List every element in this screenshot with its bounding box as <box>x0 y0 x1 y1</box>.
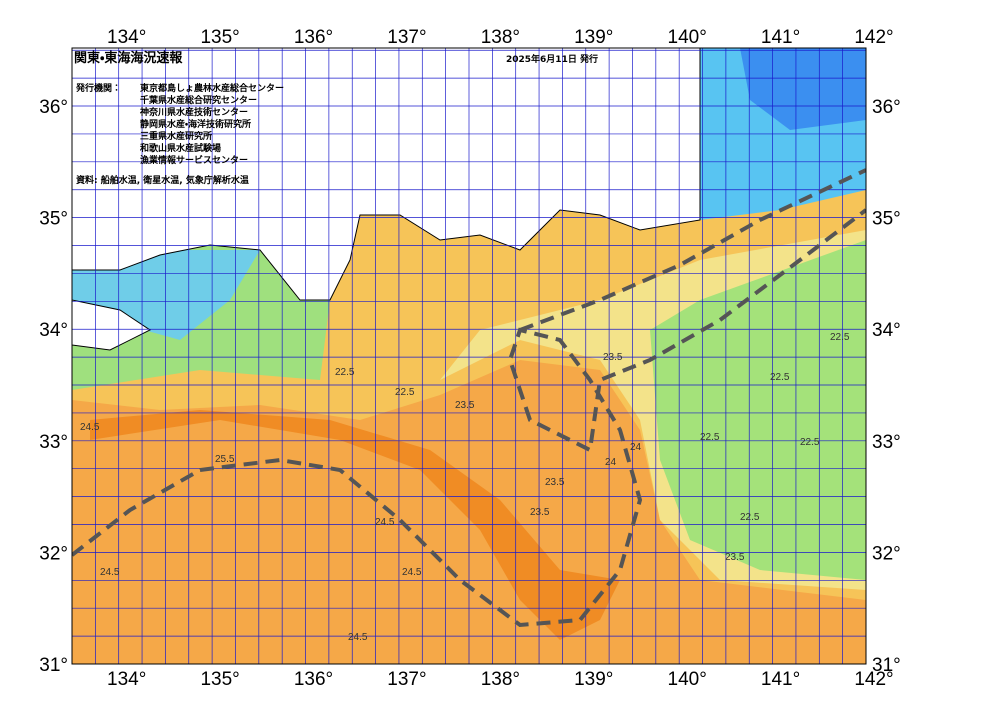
legend-backdrop <box>72 48 340 175</box>
latitude-label: 31° <box>872 655 901 676</box>
contour-label: 22.5 <box>830 332 850 343</box>
longitude-label: 141° <box>761 669 800 690</box>
longitude-label: 138° <box>481 27 520 48</box>
latitude-label: 33° <box>872 432 901 453</box>
contour-label: 22.5 <box>770 372 790 383</box>
credits-heading: 発行機関： <box>75 82 121 94</box>
latitude-label: 35° <box>39 209 68 230</box>
organization: 神奈川県水産技術センター <box>139 106 248 118</box>
contour-label: 22.5 <box>740 512 760 523</box>
longitude-label: 138° <box>481 669 520 690</box>
contour-label: 23.5 <box>530 507 550 518</box>
longitude-label: 135° <box>200 669 239 690</box>
longitude-label: 135° <box>200 27 239 48</box>
map-area: 24.5 25.5 24.5 24.5 24.5 24.5 23.5 23.5 22.5 22.5… <box>72 48 866 664</box>
contour-label: 24.5 <box>348 632 368 643</box>
contour-label: 24.5 <box>402 567 422 578</box>
organization: 三重県水産研究所 <box>140 130 212 142</box>
contour-label: 23.5 <box>725 552 745 563</box>
organization: 東京都島しょ農林水産総合センター <box>140 82 284 94</box>
latitude-label: 32° <box>872 543 901 564</box>
latitude-label: 34° <box>39 320 68 341</box>
longitude-label: 139° <box>574 27 613 48</box>
graticule <box>72 48 866 664</box>
contour-label: 23.5 <box>603 352 623 363</box>
contour-labels: 24.5 25.5 24.5 24.5 24.5 24.5 23.5 23.5 22.5 22.5… <box>80 332 850 643</box>
land <box>72 299 151 351</box>
latitude-label: 35° <box>872 209 901 230</box>
contour-label: 24.5 <box>100 567 120 578</box>
axes: 134° 134° 135° 135° 136° 136° 137° 137° 138° 138°… <box>39 27 900 690</box>
contour-label: 22.5 <box>335 367 355 378</box>
contour-label: 24 <box>630 442 642 453</box>
date: 2025年6月11日 発行 <box>506 53 598 65</box>
contour-label: 23.5 <box>455 400 475 411</box>
longitude-label: 142° <box>854 27 893 48</box>
contour-label: 24.5 <box>375 517 395 528</box>
latitude-label: 36° <box>39 97 68 118</box>
longitude-label: 137° <box>387 27 426 48</box>
latitude-label: 36° <box>872 97 901 118</box>
latitude-label: 32° <box>39 543 68 564</box>
organization: 静岡県水産・海洋技術研究所 <box>140 118 251 130</box>
longitude-label: 134° <box>107 27 146 48</box>
contour-label: 23.5 <box>545 477 565 488</box>
latitude-label: 34° <box>872 320 901 341</box>
contour-label: 22.5 <box>700 432 720 443</box>
title: 関東・東海海況速報 <box>74 50 183 66</box>
latitude-label: 33° <box>39 432 68 453</box>
longitude-label: 136° <box>294 27 333 48</box>
organization: 和歌山県水産試験場 <box>139 142 221 154</box>
contour-label: 24.5 <box>80 422 100 433</box>
current-axis <box>519 168 866 332</box>
latitude-label: 31° <box>39 655 68 676</box>
cold-water <box>740 48 866 130</box>
water-zone <box>650 240 866 580</box>
contour-label: 22.5 <box>395 387 415 398</box>
map-frame <box>71 47 867 665</box>
contour-label: 24 <box>605 457 617 468</box>
warm-core <box>90 410 620 640</box>
contour-label: 25.5 <box>215 454 235 465</box>
longitude-label: 139° <box>574 669 613 690</box>
contour-label: 22.5 <box>800 437 820 448</box>
longitude-label: 140° <box>668 27 707 48</box>
longitude-label: 141° <box>761 27 800 48</box>
source: 資料: 船舶水温, 衛星水温, 気象庁解析水温 <box>76 174 249 186</box>
longitude-label: 137° <box>387 669 426 690</box>
longitude-label: 134° <box>107 669 146 690</box>
current-axis <box>72 208 866 628</box>
longitude-label: 136° <box>294 669 333 690</box>
organizations: 東京都島しょ農林水産総合センター千葉県水産総合研究センター神奈川県水産技術センタ… <box>139 82 284 166</box>
longitude-label: 142° <box>854 669 893 690</box>
organization: 千葉県水産総合研究センター <box>140 94 257 106</box>
organization: 漁業情報サービスセンター <box>140 154 248 166</box>
longitude-label: 140° <box>668 669 707 690</box>
